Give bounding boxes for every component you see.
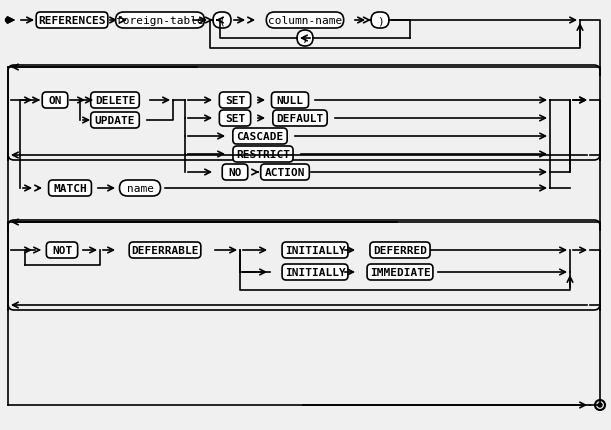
Text: ON: ON [48,96,62,106]
FancyBboxPatch shape [271,93,309,109]
Text: NO: NO [229,168,242,178]
FancyBboxPatch shape [233,147,293,163]
FancyBboxPatch shape [213,13,231,29]
FancyBboxPatch shape [282,264,348,280]
FancyBboxPatch shape [46,243,78,258]
Text: ): ) [376,16,383,26]
FancyBboxPatch shape [120,181,161,197]
FancyBboxPatch shape [90,113,139,129]
Text: DELETE: DELETE [95,96,135,106]
FancyBboxPatch shape [297,31,313,47]
Text: DEFERRABLE: DEFERRABLE [131,246,199,255]
Text: DEFAULT: DEFAULT [276,114,324,124]
FancyBboxPatch shape [371,13,389,29]
FancyBboxPatch shape [219,111,251,127]
FancyBboxPatch shape [129,243,201,258]
Text: MATCH: MATCH [53,184,87,194]
Text: NULL: NULL [277,96,304,106]
Text: RESTRICT: RESTRICT [236,150,290,160]
Text: CASCADE: CASCADE [236,132,284,141]
FancyBboxPatch shape [282,243,348,258]
Circle shape [5,18,10,24]
Text: DEFERRED: DEFERRED [373,246,427,255]
FancyBboxPatch shape [222,165,247,181]
Text: INITIALLY: INITIALLY [285,267,345,277]
Text: foreign-table: foreign-table [116,16,204,26]
Text: UPDATE: UPDATE [95,116,135,126]
FancyBboxPatch shape [42,93,68,109]
FancyBboxPatch shape [261,165,309,181]
FancyBboxPatch shape [273,111,327,127]
Text: column-name: column-name [268,16,342,26]
Text: NOT: NOT [52,246,72,255]
FancyBboxPatch shape [115,13,205,29]
Text: name: name [126,184,153,194]
Text: REFERENCES: REFERENCES [38,16,106,26]
FancyBboxPatch shape [233,129,287,144]
Text: IMMEDIATE: IMMEDIATE [370,267,430,277]
FancyBboxPatch shape [219,93,251,109]
FancyBboxPatch shape [90,93,139,109]
Text: (: ( [219,16,225,26]
FancyBboxPatch shape [367,264,433,280]
Text: ,: , [302,34,309,44]
Circle shape [598,403,602,407]
Text: INITIALLY: INITIALLY [285,246,345,255]
Text: SET: SET [225,114,245,124]
FancyBboxPatch shape [370,243,430,258]
FancyBboxPatch shape [36,13,108,29]
Text: SET: SET [225,96,245,106]
Text: ACTION: ACTION [265,168,306,178]
FancyBboxPatch shape [266,13,343,29]
FancyBboxPatch shape [49,181,92,197]
